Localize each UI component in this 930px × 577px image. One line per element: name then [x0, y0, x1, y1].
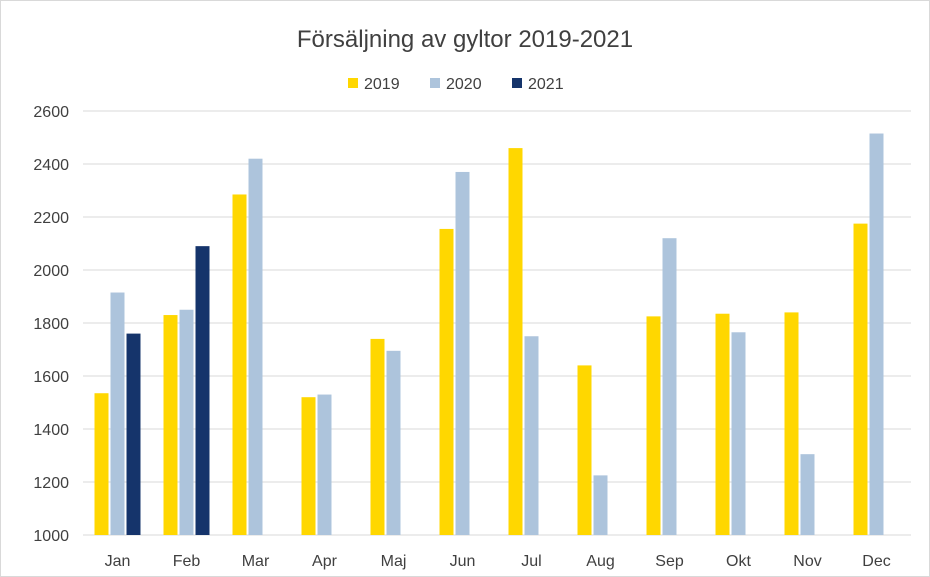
- bar-2021-jan: [126, 333, 141, 535]
- bar-2019-feb: [163, 315, 178, 535]
- bar-2020-feb: [179, 309, 194, 535]
- legend-swatch: [348, 78, 358, 88]
- bar-2020-jun: [455, 171, 470, 535]
- y-tick-label: 1000: [33, 528, 69, 545]
- bar-2019-jul: [508, 148, 523, 535]
- legend-label: 2019: [364, 76, 400, 93]
- bar-2019-maj: [370, 338, 385, 535]
- bar-2020-mar: [248, 158, 263, 535]
- bar-2019-jun: [439, 228, 454, 536]
- bar-2020-nov: [800, 454, 815, 535]
- x-tick-label: Sep: [655, 553, 684, 570]
- y-tick-label: 1400: [33, 422, 69, 439]
- x-tick-label: Aug: [586, 553, 614, 570]
- x-tick-label: Dec: [862, 553, 890, 570]
- bar-2019-nov: [784, 312, 799, 535]
- y-tick-label: 2200: [33, 210, 69, 227]
- x-tick-label: Apr: [312, 553, 338, 570]
- x-tick-label: Jun: [450, 553, 476, 570]
- x-tick-label: Jan: [105, 553, 131, 570]
- bar-2020-jul: [524, 336, 539, 535]
- y-tick-label: 2400: [33, 157, 69, 174]
- bar-2020-dec: [869, 133, 884, 535]
- y-tick-label: 1800: [33, 316, 69, 333]
- bar-2019-sep: [646, 316, 661, 535]
- gridlines: [83, 110, 911, 536]
- bar-2019-jan: [94, 393, 109, 535]
- bar-2020-okt: [731, 332, 746, 535]
- bar-2020-jan: [110, 292, 125, 535]
- bar-2019-aug: [577, 365, 592, 535]
- y-tick-label: 1200: [33, 475, 69, 492]
- x-tick-label: Nov: [793, 553, 821, 570]
- legend-item-2020: 2020: [430, 76, 482, 93]
- legend-item-2021: 2021: [512, 76, 564, 93]
- x-tick-label: Feb: [173, 553, 201, 570]
- legend-swatch: [430, 78, 440, 88]
- bar-2019-okt: [715, 313, 730, 535]
- x-tick-label: Jul: [521, 553, 541, 570]
- y-tick-label: 2600: [33, 104, 69, 121]
- legend: 2019 2020 2021: [348, 76, 564, 93]
- x-tick-label: Maj: [381, 553, 407, 570]
- bar-2020-maj: [386, 350, 401, 535]
- bar-2021-feb: [195, 246, 210, 535]
- bar-2019-apr: [301, 397, 316, 535]
- x-tick-label: Mar: [242, 553, 270, 570]
- bar-2020-apr: [317, 394, 332, 535]
- legend-swatch: [512, 78, 522, 88]
- bar-2020-sep: [662, 238, 677, 535]
- x-tick-label: Okt: [726, 553, 751, 570]
- chart-title: Försäljning av gyltor 2019-2021: [297, 26, 633, 53]
- bars: [94, 133, 884, 536]
- legend-label: 2020: [446, 76, 482, 93]
- bar-2019-mar: [232, 194, 247, 535]
- y-axis-ticks: 1000 1200 1400 1600 1800 2000 2200 2400 2600: [33, 104, 69, 545]
- bar-2019-dec: [853, 223, 868, 535]
- x-axis-ticks: Jan Feb Mar Apr Maj Jun Jul Aug Sep Okt Nov Dec: [105, 553, 891, 570]
- legend-item-2019: 2019: [348, 76, 400, 93]
- y-tick-label: 2000: [33, 263, 69, 280]
- y-tick-label: 1600: [33, 369, 69, 386]
- bar-2020-aug: [593, 475, 608, 535]
- legend-label: 2021: [528, 76, 564, 93]
